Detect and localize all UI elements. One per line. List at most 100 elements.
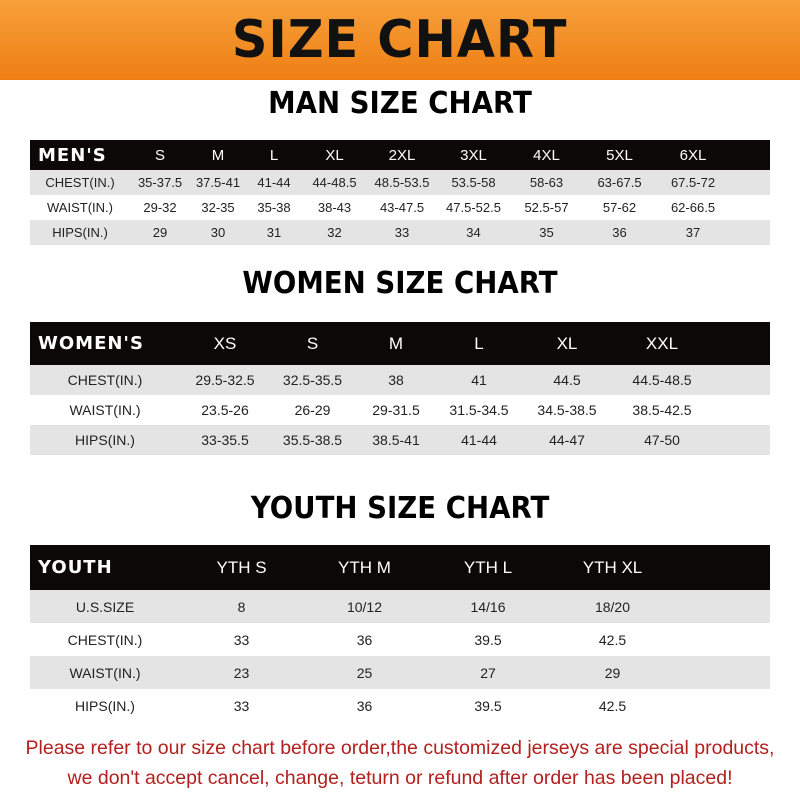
cell: 36	[612, 225, 627, 240]
size-header: M	[211, 146, 225, 164]
size-header: XS	[213, 333, 237, 353]
banner: SIZE CHART	[0, 0, 800, 80]
table-header-label: YOUTH	[38, 557, 113, 578]
cell: 42.5	[598, 697, 627, 714]
men-title: MAN SIZE CHART	[268, 86, 532, 121]
size-header: YTH XL	[582, 557, 643, 577]
cell: 33	[233, 697, 250, 714]
table-header-label: WOMEN'S	[38, 333, 144, 354]
header-row: YOUTH YTH S YTH M YTH L YTH XL	[30, 545, 770, 590]
table-row: WAIST(IN.) 29-32 32-35 35-38 38-43 43-47.5 47.…	[30, 195, 770, 220]
row-label: HIPS(IN.)	[52, 225, 108, 240]
cell: 44-47	[549, 432, 585, 448]
size-header: 4XL	[533, 146, 560, 164]
size-header: 2XL	[388, 146, 416, 164]
cell: 35-38	[257, 200, 291, 215]
cell: 41-44	[257, 175, 291, 190]
cell: 43-47.5	[379, 200, 425, 215]
cell: 36	[356, 631, 373, 648]
cell: 14/16	[470, 598, 506, 615]
women-table: WOMEN'S XS S M L XL XXL CHEST(IN.) 29.5-32.5 32.5…	[30, 322, 770, 455]
women-title: WOMEN SIZE CHART	[242, 266, 558, 301]
cell: 47.5-52.5	[446, 200, 501, 215]
cell: 41-44	[461, 432, 497, 448]
table-header-label: MEN'S	[38, 144, 107, 166]
cell: 44-48.5	[312, 175, 357, 190]
cell: 63-67.5	[597, 175, 642, 190]
cell: 37.5-41	[195, 175, 241, 190]
size-header: XXL	[645, 333, 679, 353]
size-header: YTH S	[216, 557, 267, 577]
notice-line-2: we don't accept cancel, change, teturn o…	[67, 767, 733, 789]
row-label: CHEST(IN.)	[67, 631, 143, 648]
cell: 23	[233, 664, 250, 681]
cell: 47-50	[644, 432, 680, 448]
cell: 8	[237, 598, 246, 615]
header-row: WOMEN'S XS S M L XL XXL	[30, 322, 770, 365]
cell: 32-35	[201, 200, 235, 215]
row-label: CHEST(IN.)	[45, 175, 115, 190]
table-row: WAIST(IN.) 23 25 27 29	[30, 656, 770, 689]
cell: 44.5	[553, 372, 581, 388]
cell: 29-31.5	[372, 402, 420, 418]
cell: 39.5	[474, 697, 502, 714]
cell: 53.5-58	[451, 175, 496, 190]
cell: 41	[471, 372, 487, 388]
cell: 18/20	[594, 598, 631, 615]
cell: 58-63	[529, 175, 564, 190]
table-row: CHEST(IN.) 29.5-32.5 32.5-35.5 38 41 44.5 44.5…	[30, 365, 770, 395]
cell: 33	[394, 225, 410, 240]
size-header: XL	[325, 146, 344, 164]
cell: 62-66.5	[670, 200, 716, 215]
cell: 31.5-34.5	[449, 402, 509, 418]
cell: 32	[327, 225, 342, 240]
cell: 29	[152, 225, 168, 240]
size-header: S	[154, 146, 165, 164]
cell: 33-35.5	[201, 432, 249, 448]
row-label: CHEST(IN.)	[67, 372, 143, 388]
cell: 29	[604, 664, 621, 681]
notice: Please refer to our size chart before or…	[0, 733, 800, 793]
cell: 35	[539, 225, 554, 240]
cell: 42.5	[598, 631, 627, 648]
table-row: U.S.SIZE 8 10/12 14/16 18/20	[30, 590, 770, 623]
row-label: WAIST(IN.)	[47, 200, 113, 215]
size-header: L	[269, 146, 279, 164]
youth-title: YOUTH SIZE CHART	[250, 491, 550, 526]
cell: 57-62	[602, 200, 637, 215]
table-row: HIPS(IN.) 29 30 31 32 33 34 35 36 37	[30, 220, 770, 245]
size-header: M	[388, 333, 404, 353]
cell: 35.5-38.5	[282, 432, 343, 448]
cell: 35-37.5	[137, 175, 183, 190]
cell: 38.5-41	[372, 432, 420, 448]
cell: 33	[233, 631, 250, 648]
row-label: U.S.SIZE	[75, 598, 135, 615]
cell: 23.5-26	[201, 402, 249, 418]
cell: 25	[356, 664, 373, 681]
cell: 29.5-32.5	[195, 372, 255, 388]
youth-table: YOUTH YTH S YTH M YTH L YTH XL U.S.SIZE 8 10/12…	[30, 545, 770, 722]
notice-line-1: Please refer to our size chart before or…	[25, 737, 775, 759]
cell: 67.5-72	[670, 175, 716, 190]
table-row: CHEST(IN.) 33 36 39.5 42.5	[30, 623, 770, 656]
cell: 27	[480, 664, 496, 681]
size-header: YTH L	[463, 557, 513, 577]
table-row: CHEST(IN.) 35-37.5 37.5-41 41-44 44-48.5 48.5…	[30, 170, 770, 195]
cell: 37	[685, 225, 701, 240]
men-table: MEN'S S M L XL 2XL 3XL 4XL 5XL 6XL CHEST(IN.) 35-37…	[30, 140, 770, 245]
row-label: WAIST(IN.)	[69, 402, 141, 418]
page-title: SIZE CHART	[232, 10, 568, 70]
row-label: WAIST(IN.)	[69, 664, 141, 681]
size-header: XL	[556, 333, 578, 353]
cell: 34	[466, 225, 481, 240]
table-row: WAIST(IN.) 23.5-26 26-29 29-31.5 31.5-34.5 34…	[30, 395, 770, 425]
size-header: 3XL	[460, 146, 487, 164]
size-header: L	[474, 333, 484, 353]
cell: 38.5-42.5	[632, 402, 692, 418]
cell: 32.5-35.5	[282, 372, 343, 388]
cell: 38-43	[317, 200, 352, 215]
size-header: YTH M	[338, 557, 391, 577]
cell: 31	[266, 225, 282, 240]
cell: 34.5-38.5	[537, 402, 597, 418]
size-header: S	[306, 333, 319, 353]
